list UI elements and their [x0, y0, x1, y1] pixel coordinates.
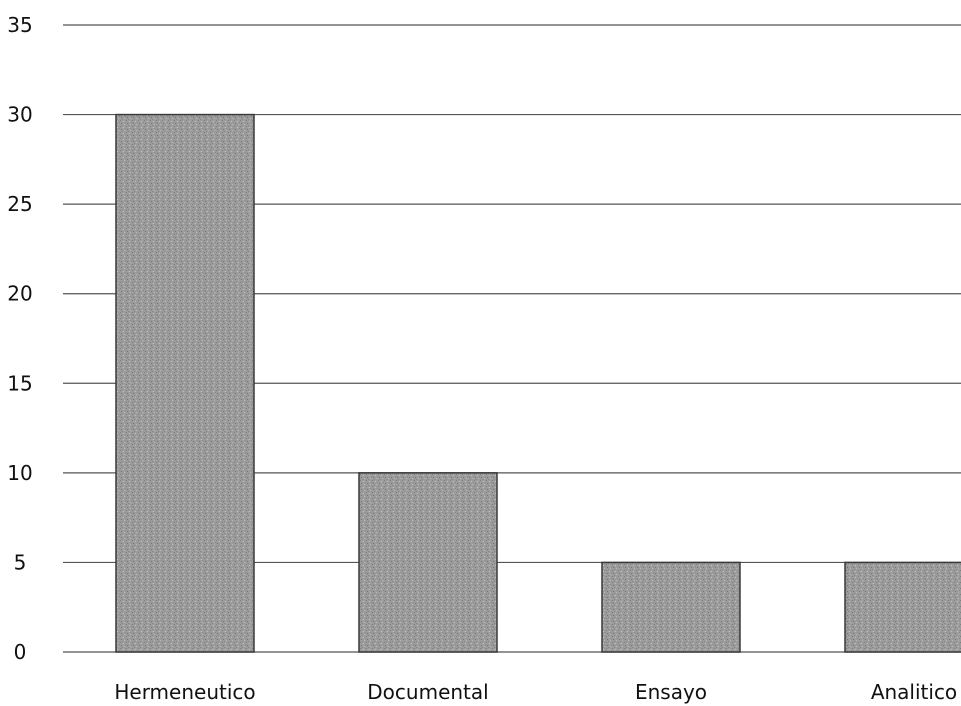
- bars: [115, 113, 961, 653]
- x-axis-tick-labels: Hermeneutico Documental Ensayo Analitico: [114, 680, 957, 704]
- x-tick-label-analitico: Analitico: [871, 680, 957, 704]
- bar-documental: [358, 472, 498, 653]
- y-tick-label-10: 10: [7, 461, 32, 485]
- y-axis-tick-labels: 0 5 10 15 20 25 30 35: [7, 13, 32, 664]
- bar-hermeneutico: [115, 113, 255, 653]
- y-tick-label-25: 25: [7, 192, 32, 216]
- x-tick-label-hermeneutico: Hermeneutico: [114, 680, 255, 704]
- x-tick-label-documental: Documental: [367, 680, 488, 704]
- y-tick-label-0: 0: [14, 640, 27, 664]
- x-tick-label-ensayo: Ensayo: [635, 680, 707, 704]
- y-tick-label-35: 35: [7, 13, 32, 37]
- y-tick-label-15: 15: [7, 371, 32, 395]
- y-tick-label-20: 20: [7, 282, 32, 306]
- bar-ensayo: [601, 561, 741, 653]
- y-tick-label-5: 5: [14, 550, 27, 574]
- y-tick-label-30: 30: [7, 103, 32, 127]
- bar-analitico: [844, 561, 961, 653]
